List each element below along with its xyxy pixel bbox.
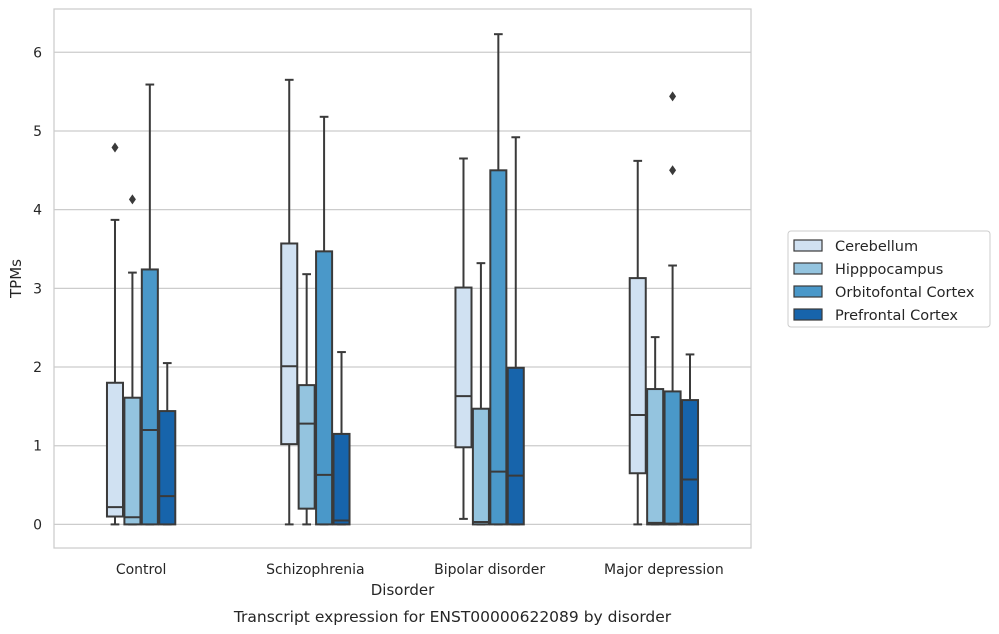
x-tick-label: Major depression: [604, 562, 724, 578]
y-tick-label: 4: [33, 203, 42, 219]
box-3-2: [506, 136, 525, 526]
box-iqr: [628, 277, 647, 475]
y-tick-label: 1: [33, 439, 42, 455]
box-iqr: [280, 242, 299, 446]
box-2-0: [140, 83, 159, 526]
box-0-0: [105, 142, 125, 526]
box-2-3: [663, 91, 682, 526]
legend-label: Prefrontal Cortex: [835, 308, 958, 324]
box-iqr: [140, 268, 159, 526]
box-iqr: [471, 407, 490, 526]
legend-label: Hipppocampus: [835, 262, 943, 278]
box-2-2: [489, 33, 508, 526]
y-tick-label: 6: [33, 45, 42, 61]
box-1-0: [123, 194, 142, 526]
box-iqr: [158, 410, 177, 526]
legend-swatch: [793, 308, 823, 321]
box-3-1: [332, 351, 351, 526]
box-iqr: [123, 396, 142, 526]
box-1-2: [471, 262, 490, 526]
box-3-3: [680, 353, 700, 526]
y-axis-label: TPMs: [7, 259, 25, 299]
box-0-1: [280, 78, 299, 526]
legend-frame: [787, 230, 991, 328]
box-iqr: [506, 366, 525, 526]
y-tick-label: 0: [33, 517, 42, 533]
box-iqr: [332, 432, 351, 526]
legend-label: Orbitofontal Cortex: [835, 285, 975, 301]
outlier-point: [669, 91, 677, 102]
legend: Cerebellum Hipppocampus Orbitofontal Corte…: [787, 230, 991, 328]
box-iqr: [297, 384, 316, 510]
box-iqr: [454, 286, 473, 449]
x-tick-label: Schizophrenia: [266, 562, 364, 578]
box-iqr: [663, 390, 682, 526]
box-iqr: [680, 399, 700, 526]
box-1-3: [646, 336, 665, 526]
box-0-2: [454, 157, 473, 520]
x-tick-label: Control: [116, 562, 167, 578]
y-tick-label: 5: [33, 124, 42, 140]
legend-swatch: [793, 262, 823, 275]
legend-label: Cerebellum: [835, 239, 918, 255]
box-0-3: [628, 159, 647, 526]
box-iqr: [489, 169, 508, 526]
box-iqr: [105, 381, 125, 518]
legend-swatch: [793, 285, 823, 298]
box-3-0: [158, 362, 177, 526]
x-tick-label: Bipolar disorder: [434, 562, 545, 578]
box-iqr: [315, 250, 334, 526]
legend-swatch: [793, 239, 823, 252]
box-2-1: [315, 115, 334, 526]
outlier-point: [111, 142, 119, 153]
chart-caption: Transcript expression for ENST0000062208…: [233, 608, 672, 626]
plot-area-frame: [53, 8, 752, 549]
outlier-point: [669, 165, 677, 176]
outlier-point: [128, 194, 136, 205]
y-tick-label: 3: [33, 281, 42, 297]
y-tick-labels: 0 1 2 3 4 5 6: [33, 45, 42, 533]
x-tick-labels: Control Schizophrenia Bipolar disorder Majo…: [116, 562, 724, 578]
box-1-1: [297, 273, 316, 526]
x-axis-label: Disorder: [371, 581, 435, 599]
box-series: [105, 33, 700, 526]
box-iqr: [646, 388, 665, 526]
y-tick-label: 2: [33, 360, 42, 376]
